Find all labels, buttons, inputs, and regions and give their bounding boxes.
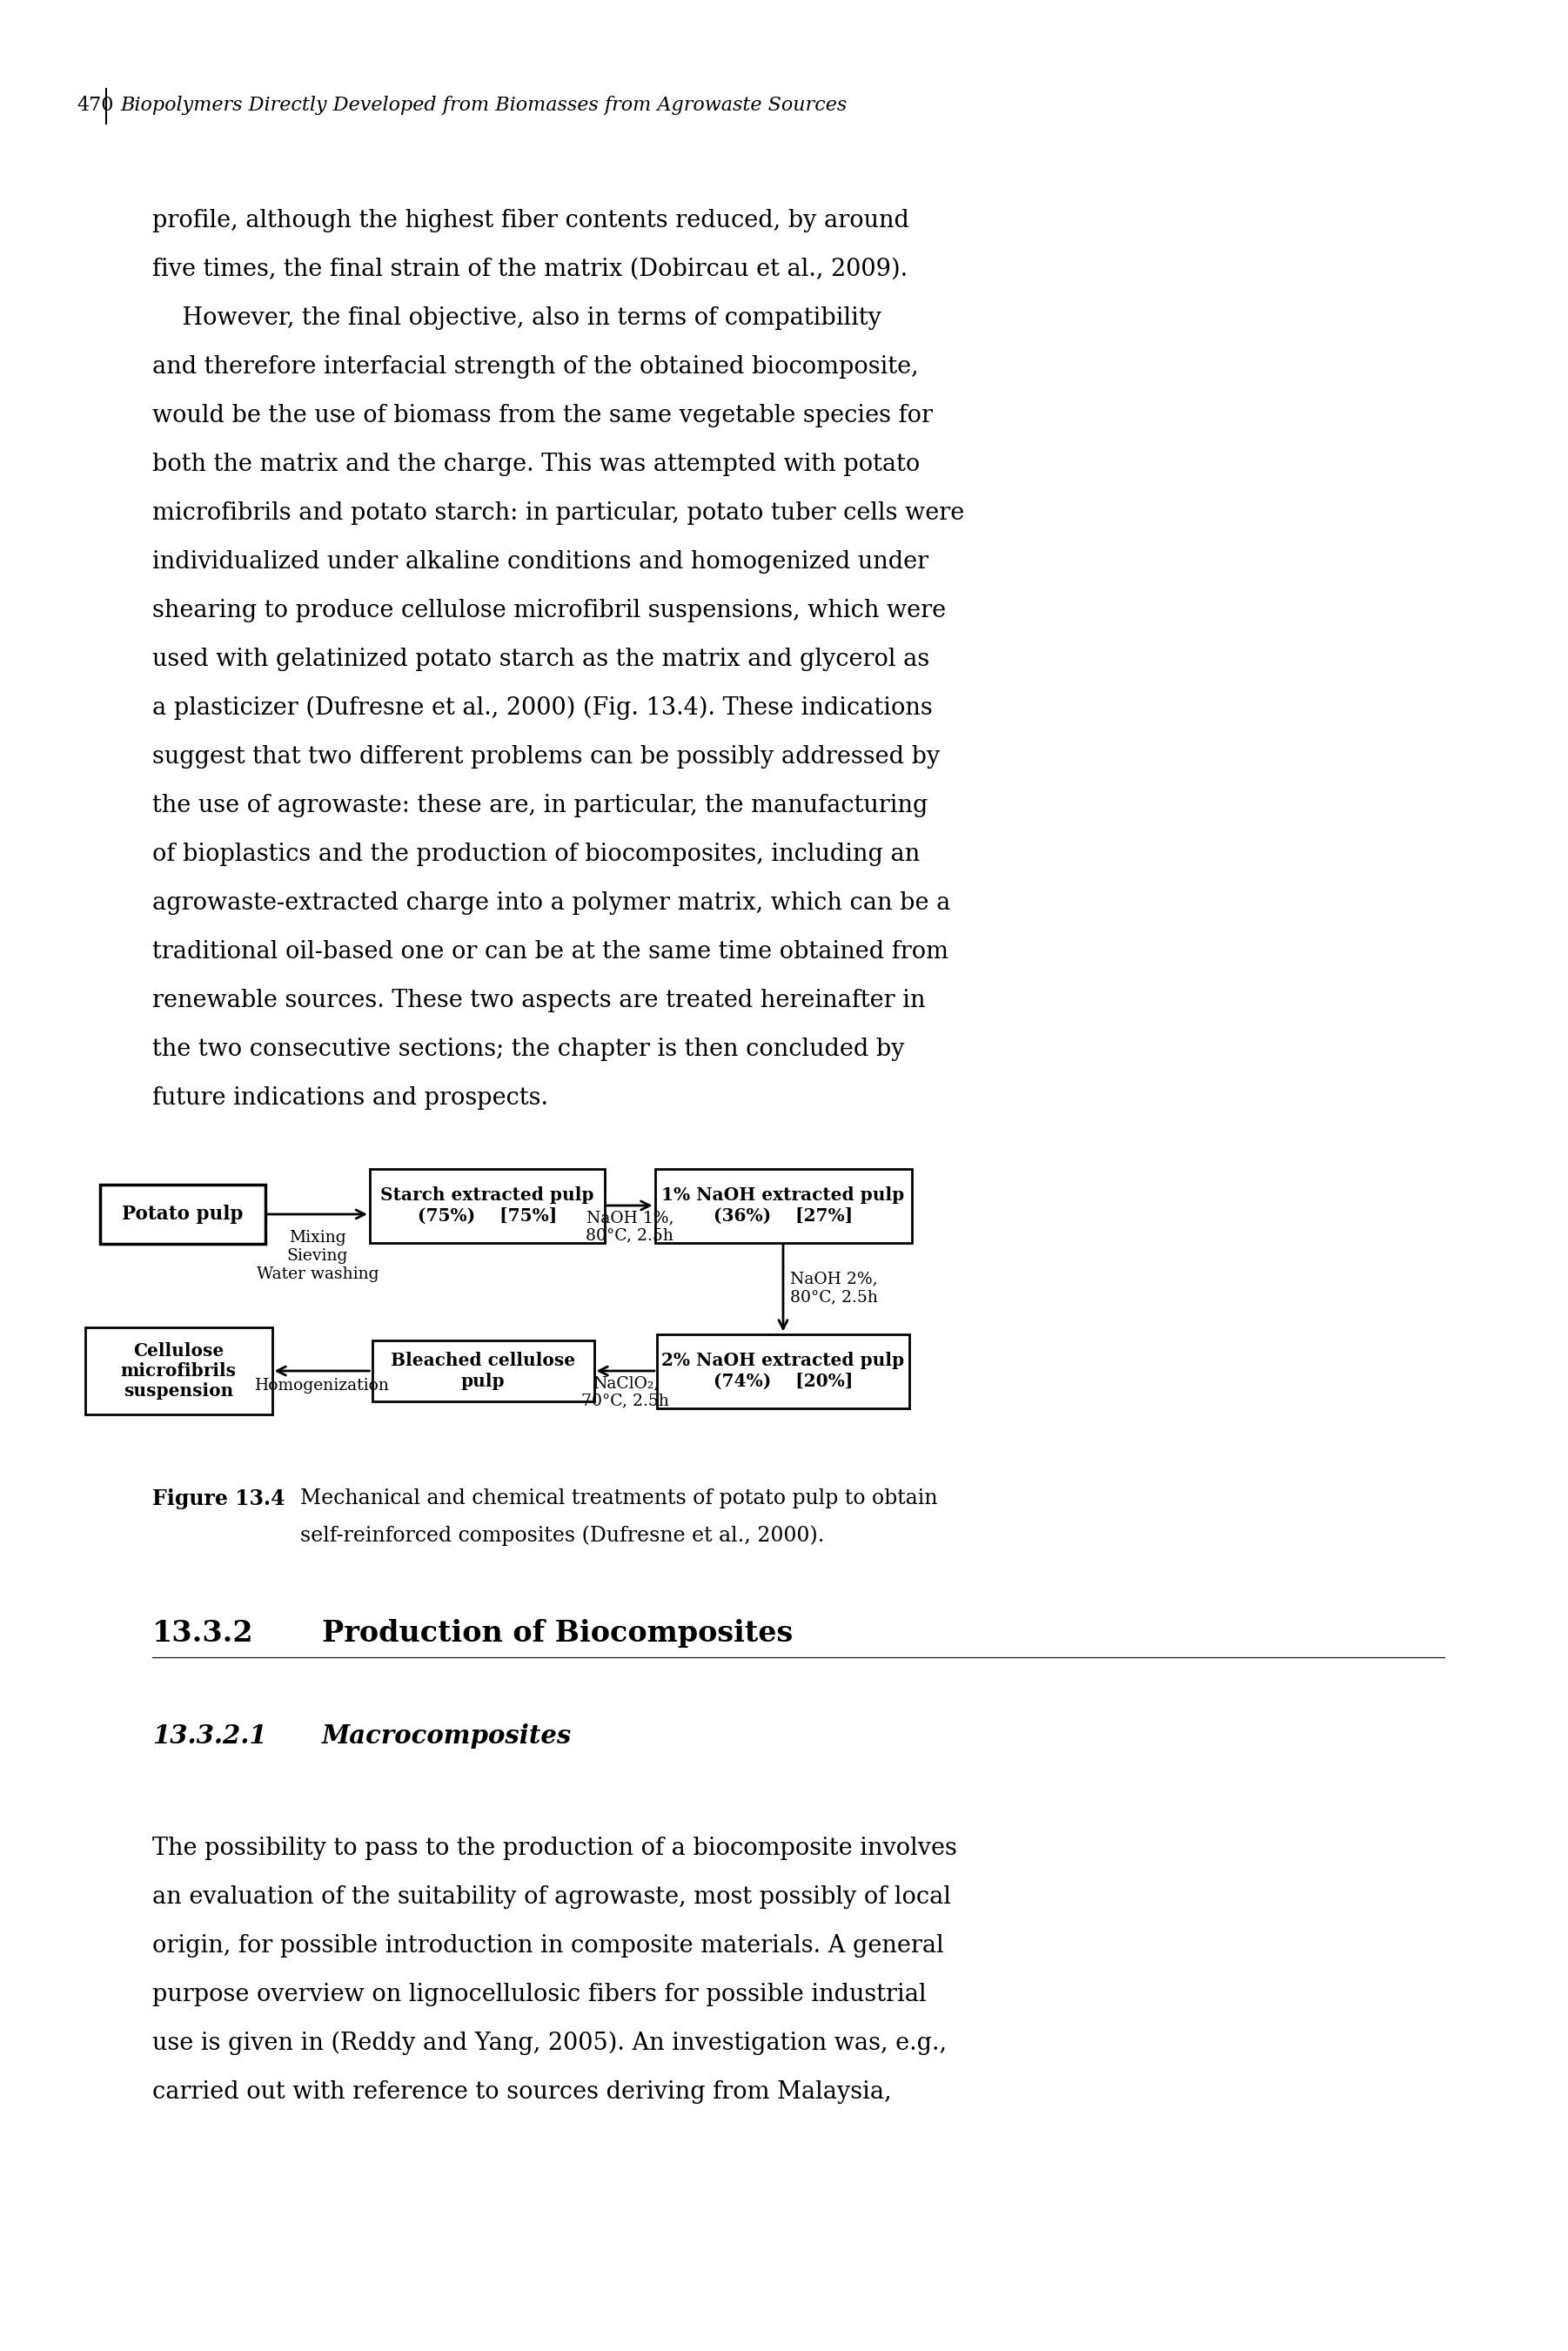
Text: self-reinforced composites (Dufresne et al., 2000).: self-reinforced composites (Dufresne et … <box>287 1526 825 1545</box>
Text: 2% NaOH extracted pulp
(74%)    [20%]: 2% NaOH extracted pulp (74%) [20%] <box>662 1352 905 1389</box>
Text: an evaluation of the suitability of agrowaste, most possibly of local: an evaluation of the suitability of agro… <box>152 1886 952 1909</box>
Text: used with gelatinized potato starch as the matrix and glycerol as: used with gelatinized potato starch as t… <box>152 647 930 670</box>
Text: renewable sources. These two aspects are treated hereinafter in: renewable sources. These two aspects are… <box>152 990 925 1013</box>
Text: future indications and prospects.: future indications and prospects. <box>152 1086 549 1110</box>
Text: and therefore interfacial strength of the obtained biocomposite,: and therefore interfacial strength of th… <box>152 355 919 379</box>
Text: carried out with reference to sources deriving from Malaysia,: carried out with reference to sources de… <box>152 2081 892 2104</box>
Text: individualized under alkaline conditions and homogenized under: individualized under alkaline conditions… <box>152 550 928 574</box>
Text: Bleached cellulose
pulp: Bleached cellulose pulp <box>390 1352 575 1389</box>
Text: the two consecutive sections; the chapter is then concluded by: the two consecutive sections; the chapte… <box>152 1037 905 1060</box>
Text: The possibility to pass to the production of a biocomposite involves: The possibility to pass to the productio… <box>152 1836 956 1860</box>
Text: profile, although the highest fiber contents reduced, by around: profile, although the highest fiber cont… <box>152 209 909 233</box>
Text: traditional oil-based one or can be at the same time obtained from: traditional oil-based one or can be at t… <box>152 940 949 964</box>
Text: Macrocomposites: Macrocomposites <box>321 1723 572 1749</box>
Text: Cellulose
microfibrils
suspension: Cellulose microfibrils suspension <box>121 1342 237 1399</box>
Text: NaClO₂,
70°C, 2.5h: NaClO₂, 70°C, 2.5h <box>582 1375 670 1408</box>
Text: Production of Biocomposites: Production of Biocomposites <box>321 1620 793 1648</box>
Text: the use of agrowaste: these are, in particular, the manufacturing: the use of agrowaste: these are, in part… <box>152 795 928 818</box>
Text: 1% NaOH extracted pulp
(36%)    [27%]: 1% NaOH extracted pulp (36%) [27%] <box>662 1187 905 1225</box>
Text: of bioplastics and the production of biocomposites, including an: of bioplastics and the production of bio… <box>152 842 920 865</box>
Text: Potato pulp: Potato pulp <box>122 1204 243 1225</box>
Text: Biopolymers Directly Developed from Biomasses from Agrowaste Sources: Biopolymers Directly Developed from Biom… <box>121 96 847 115</box>
Text: agrowaste-extracted charge into a polymer matrix, which can be a: agrowaste-extracted charge into a polyme… <box>152 891 950 915</box>
Text: suggest that two different problems can be possibly addressed by: suggest that two different problems can … <box>152 745 939 769</box>
Bar <box>370 1168 605 1244</box>
Bar <box>372 1340 594 1401</box>
Text: origin, for possible introduction in composite materials. A general: origin, for possible introduction in com… <box>152 1935 944 1958</box>
Bar <box>85 1328 271 1415</box>
Text: Mixing
Sieving
Water washing: Mixing Sieving Water washing <box>257 1230 379 1281</box>
Text: 13.3.2: 13.3.2 <box>152 1620 254 1648</box>
Text: Starch extracted pulp
(75%)    [75%]: Starch extracted pulp (75%) [75%] <box>381 1187 594 1225</box>
Text: 470: 470 <box>77 96 113 115</box>
Text: would be the use of biomass from the same vegetable species for: would be the use of biomass from the sam… <box>152 404 933 428</box>
Text: NaOH 1%,
80°C, 2.5h: NaOH 1%, 80°C, 2.5h <box>586 1211 674 1244</box>
Text: both the matrix and the charge. This was attempted with potato: both the matrix and the charge. This was… <box>152 454 920 477</box>
Text: NaOH 2%,
80°C, 2.5h: NaOH 2%, 80°C, 2.5h <box>790 1272 878 1305</box>
Text: 13.3.2.1: 13.3.2.1 <box>152 1723 267 1749</box>
Bar <box>655 1168 911 1244</box>
Text: microfibrils and potato starch: in particular, potato tuber cells were: microfibrils and potato starch: in parti… <box>152 501 964 524</box>
Text: purpose overview on lignocellulosic fibers for possible industrial: purpose overview on lignocellulosic fibe… <box>152 1982 927 2005</box>
Bar <box>657 1333 909 1408</box>
Text: Homogenization: Homogenization <box>254 1378 389 1394</box>
Text: shearing to produce cellulose microfibril suspensions, which were: shearing to produce cellulose microfibri… <box>152 600 946 623</box>
Text: five times, the final strain of the matrix (Dobircau et al., 2009).: five times, the final strain of the matr… <box>152 259 908 282</box>
Text: Figure 13.4: Figure 13.4 <box>152 1488 285 1509</box>
Text: However, the final objective, also in terms of compatibility: However, the final objective, also in te… <box>152 306 881 329</box>
Bar <box>100 1185 265 1244</box>
Text: a plasticizer (Dufresne et al., 2000) (Fig. 13.4). These indications: a plasticizer (Dufresne et al., 2000) (F… <box>152 696 933 719</box>
Text: use is given in (Reddy and Yang, 2005). An investigation was, e.g.,: use is given in (Reddy and Yang, 2005). … <box>152 2031 947 2055</box>
Text: Mechanical and chemical treatments of potato pulp to obtain: Mechanical and chemical treatments of po… <box>287 1488 938 1509</box>
